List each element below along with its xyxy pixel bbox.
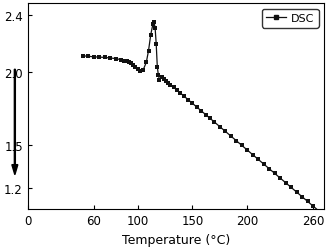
Legend: DSC: DSC — [262, 10, 318, 29]
X-axis label: Temperature (°C): Temperature (°C) — [122, 233, 230, 246]
